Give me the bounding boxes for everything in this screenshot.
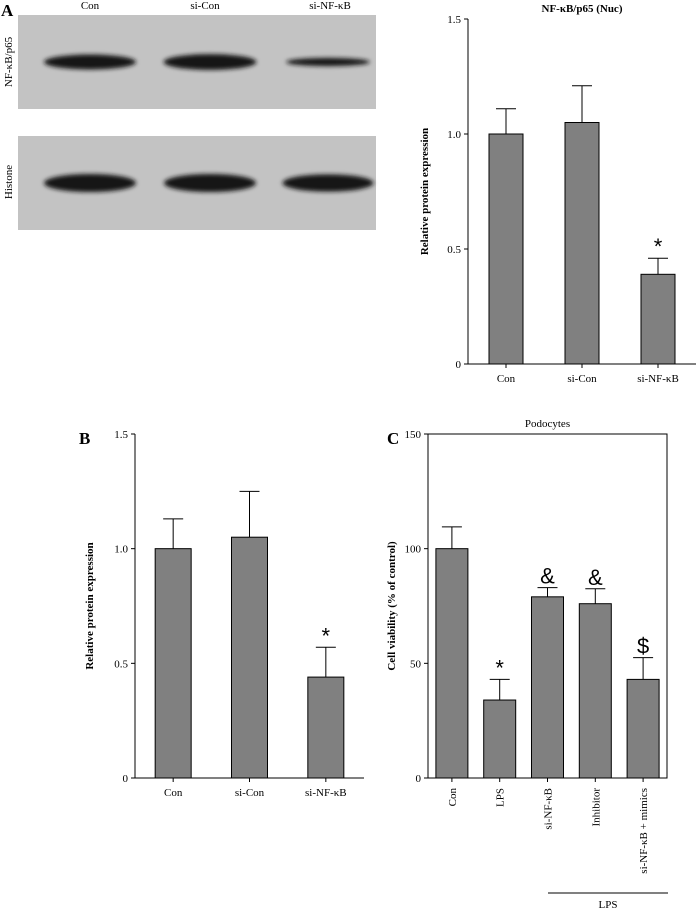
y-tick-label: 0.5 <box>114 658 128 670</box>
bar <box>435 548 469 779</box>
bar <box>488 133 524 365</box>
blot-lane-label: si-Con <box>190 0 220 12</box>
bar <box>231 536 268 779</box>
x-tick-label: si-NF-κB <box>305 787 347 799</box>
bar <box>531 596 564 779</box>
chart-title: NF-κB/p65 (Nuc) <box>542 3 623 15</box>
blot-band <box>44 54 136 70</box>
panel-label-b: B <box>79 429 90 448</box>
blot-band <box>282 174 374 192</box>
blot-band <box>163 54 257 70</box>
y-tick-label: 150 <box>405 429 422 441</box>
bar <box>307 676 345 779</box>
x-tick-label: si-NF-κB <box>637 373 679 385</box>
y-tick-label: 0 <box>456 359 462 371</box>
blot-lane-label: Con <box>81 0 100 12</box>
blot-band <box>286 57 370 67</box>
group-label: LPS <box>599 899 618 908</box>
x-tick-label: Con <box>164 787 183 799</box>
significance-marker: & <box>540 564 555 589</box>
y-axis-label: Relative protein expression <box>419 128 431 255</box>
y-tick-label: 0 <box>416 773 422 785</box>
x-tick-label: Con <box>447 788 459 807</box>
blot-band <box>44 174 136 192</box>
blot-row-label: NF-κB/p65 <box>3 36 15 87</box>
x-tick-label: Inhibitor <box>590 788 602 827</box>
bar <box>483 699 517 779</box>
bar <box>626 678 660 779</box>
bar <box>564 122 600 365</box>
bar <box>578 603 612 779</box>
blot-band <box>164 174 256 192</box>
y-tick-label: 1.5 <box>114 429 128 441</box>
x-tick-label: si-NF-κB + mimics <box>638 788 650 874</box>
significance-marker: * <box>322 623 331 648</box>
blot-lane-label: si-NF-κB <box>309 0 351 12</box>
y-tick-label: 100 <box>405 544 422 556</box>
y-axis-label: Cell viability (% of control) <box>386 541 398 671</box>
x-tick-label: si-NF-κB <box>543 788 555 830</box>
x-tick-label: LPS <box>495 788 507 807</box>
chart-c: 0 50 100 150 Con * LPS & si-NF-κB & Inhibitor $ si-N… <box>386 418 668 908</box>
significance-marker: & <box>588 565 603 590</box>
chart-b: 0 0.5 1.0 1.5 Con si-Con * si-NF-κB Relative pro… <box>84 429 364 799</box>
panel-label-a: A <box>1 1 14 20</box>
y-tick-label: 1.0 <box>114 544 128 556</box>
bar <box>640 273 676 365</box>
significance-marker: * <box>495 655 504 680</box>
x-tick-label: Con <box>497 373 516 385</box>
western-blot: Con si-Con si-NF-κB NF-κB/p65 Histone <box>3 0 376 230</box>
bar <box>154 548 192 779</box>
x-tick-label: si-Con <box>567 373 597 385</box>
y-tick-label: 50 <box>410 658 422 670</box>
significance-marker: $ <box>637 634 649 659</box>
y-tick-label: 0.5 <box>447 244 461 256</box>
panel-label-c: C <box>387 429 399 448</box>
chart-title: Podocytes <box>525 418 570 430</box>
y-tick-label: 1.5 <box>447 14 461 26</box>
significance-marker: * <box>654 234 663 259</box>
chart-a: 0 0.5 1.0 1.5 Con si-Con * si-NF-κB NF-κB/p65 (N… <box>419 3 696 385</box>
y-tick-label: 0 <box>123 773 129 785</box>
x-tick-label: si-Con <box>235 787 265 799</box>
y-tick-label: 1.0 <box>447 129 461 141</box>
y-axis-label: Relative protein expression <box>84 542 96 669</box>
blot-row-label: Histone <box>3 165 15 199</box>
